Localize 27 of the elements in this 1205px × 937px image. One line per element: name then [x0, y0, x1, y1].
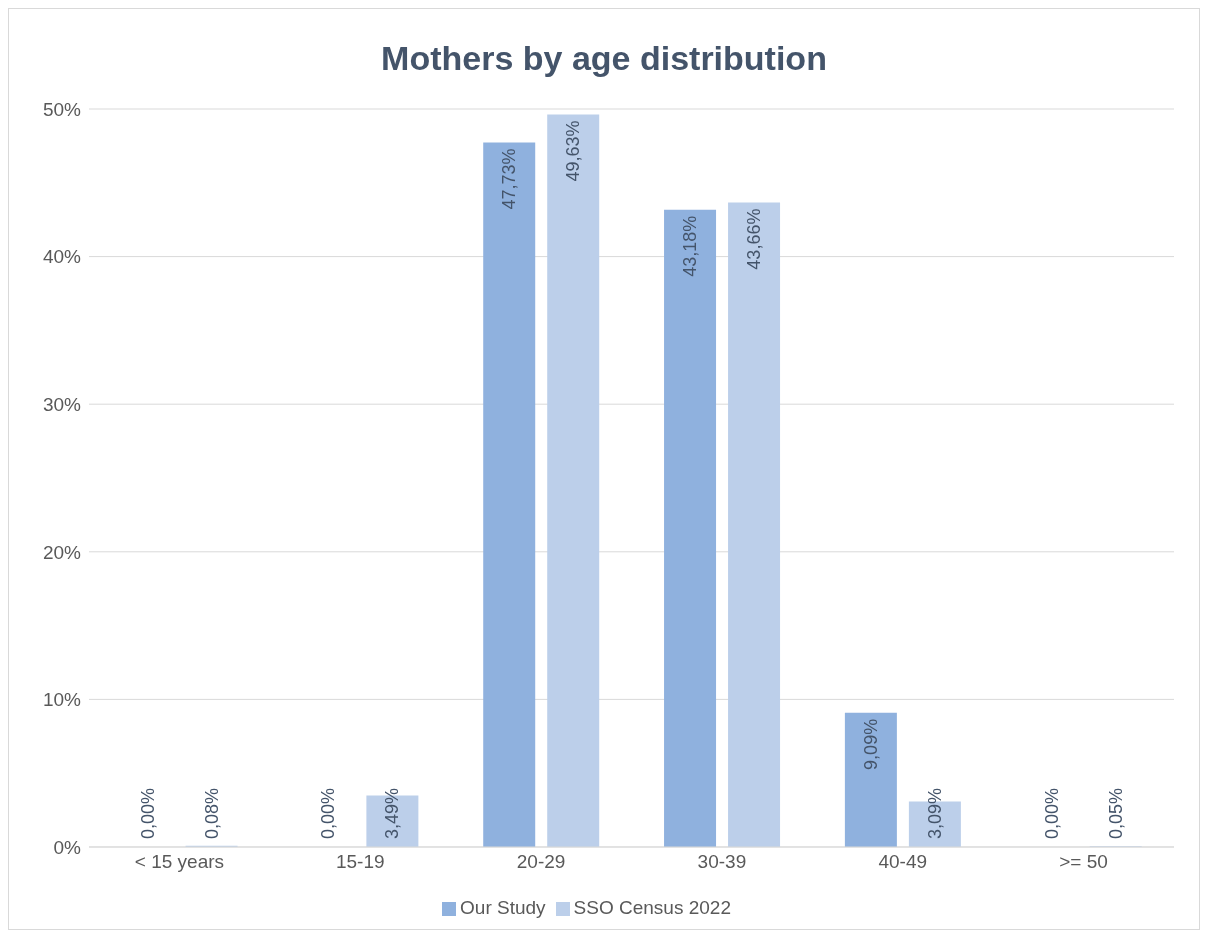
data-label: 3,49% [382, 787, 403, 839]
x-tick-label: 15-19 [335, 851, 385, 873]
x-tick-label: >= 50 [1059, 851, 1108, 873]
x-tick-label: 30-39 [697, 851, 747, 873]
legend-label: Our Study [460, 897, 546, 918]
y-tick-label: 10% [42, 689, 82, 711]
data-label: 0,08% [201, 787, 222, 839]
data-label: 43,66% [744, 208, 765, 270]
data-label: 9,09% [860, 718, 881, 770]
y-tick-label: 50% [42, 98, 82, 120]
x-tick-label: 20-29 [516, 851, 566, 873]
data-label: 49,63% [563, 120, 584, 182]
data-label: 3,09% [924, 787, 945, 839]
x-tick-label: 40-49 [878, 851, 928, 873]
y-tick-label: 40% [42, 246, 82, 268]
data-label: 0,00% [1041, 787, 1062, 839]
data-label: 0,00% [318, 787, 339, 839]
y-tick-label: 30% [42, 393, 82, 415]
x-tick-label: < 15 years [134, 851, 225, 873]
data-label: 0,05% [1105, 787, 1126, 839]
y-tick-label: 0% [53, 836, 82, 858]
chart-title: Mothers by age distribution [380, 38, 828, 79]
y-tick-label: 20% [42, 541, 82, 563]
data-label: 43,18% [680, 215, 701, 277]
data-label: 0,00% [137, 787, 158, 839]
legend-label: SSO Census 2022 [573, 897, 731, 918]
data-label: 47,73% [499, 148, 520, 210]
